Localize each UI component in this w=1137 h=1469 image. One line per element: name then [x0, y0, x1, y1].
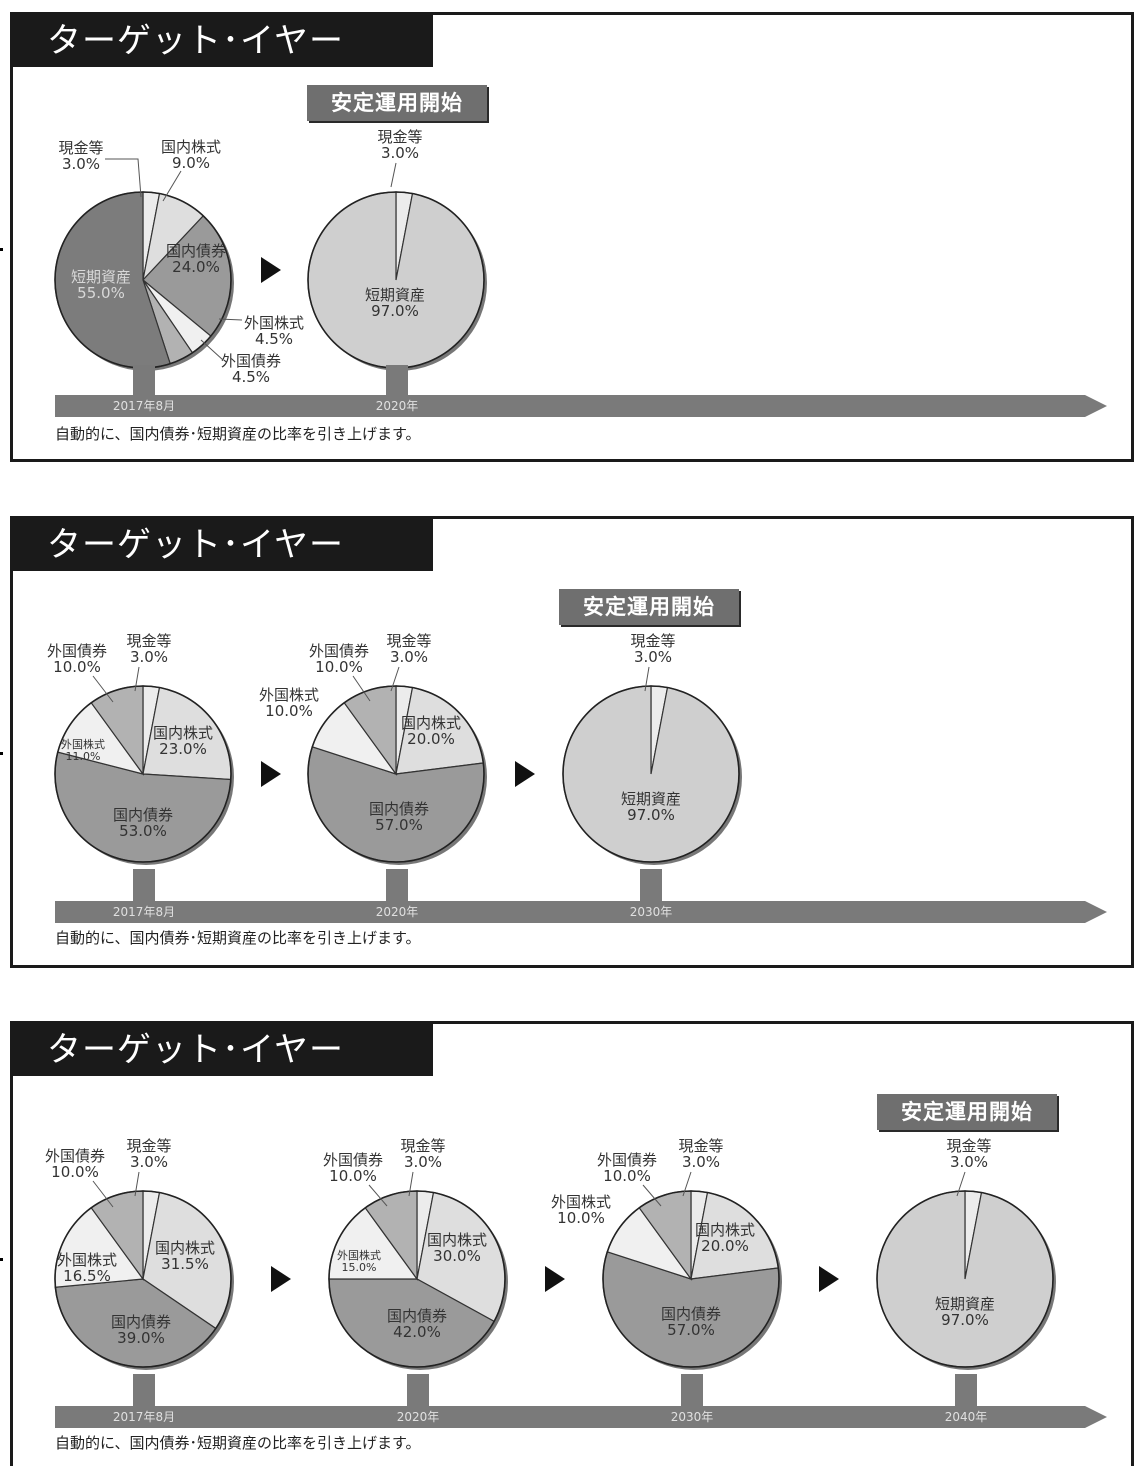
- timeline-year: 2020年: [396, 1410, 440, 1424]
- slice-label-foreign-bond: 外国債券 10.0%: [46, 642, 108, 676]
- timeline-marker: [681, 1374, 703, 1406]
- panel-target-2040: ターゲット･イヤー2040 安定運用開始 外国債券 10.0% 現金等 3.0% 国…: [10, 1021, 1134, 1466]
- stable-operation-badge: 安定運用開始: [559, 589, 739, 625]
- slice-label-foreign-bond: 外国債券 10.0%: [44, 1147, 106, 1181]
- stable-operation-badge: 安定運用開始: [307, 85, 487, 121]
- timeline-year: 2017年8月: [112, 1410, 176, 1424]
- pie-outline: [562, 685, 740, 863]
- slice-label-domestic-equity: 国内株式 9.0%: [160, 138, 222, 172]
- timeline-year: 2040年: [944, 1410, 988, 1424]
- timeline-marker: [386, 365, 408, 397]
- timeline-marker: [133, 365, 155, 397]
- slice-label-short-term: 短期資産 97.0%: [364, 286, 426, 320]
- pie-chart: [54, 685, 234, 865]
- next-arrow-icon: [545, 1266, 565, 1292]
- slice-label-domestic-equity: 国内株式 30.0%: [426, 1231, 488, 1265]
- panel-title: ターゲット･イヤー2030: [13, 519, 433, 617]
- timeline-year: 2020年: [375, 905, 419, 919]
- timeline-marker: [133, 869, 155, 901]
- slice-label-domestic-bond: 国内債券 53.0%: [112, 806, 174, 840]
- slice-label-cash: 現金等 3.0%: [377, 128, 423, 162]
- edge-mark: [0, 248, 3, 251]
- timeline-arrow: [55, 1406, 1107, 1428]
- pie-chart: [54, 1190, 234, 1370]
- leader-lines: [92, 1171, 966, 1208]
- timeline-arrow: [55, 395, 1107, 417]
- pie-outline: [602, 1190, 780, 1368]
- slice-label-cash: 現金等 3.0%: [946, 1137, 992, 1171]
- slice-label-domestic-equity: 国内株式 20.0%: [694, 1221, 756, 1255]
- timeline-marker: [386, 869, 408, 901]
- leader-lines: [105, 158, 397, 361]
- timeline-marker: [133, 1374, 155, 1406]
- slice-label-short-term: 短期資産 55.0%: [70, 268, 132, 302]
- pie-outline: [54, 1190, 232, 1368]
- caption: 自動的に、国内債券･短期資産の比率を引き上げます。: [55, 425, 421, 443]
- slice-label-foreign-equity: 外国株式 10.0%: [258, 686, 320, 720]
- slice-label-domestic-bond: 国内債券 39.0%: [110, 1313, 172, 1347]
- slice-label-cash: 現金等 3.0%: [58, 139, 104, 173]
- slice-label-foreign-bond: 外国債券 4.5%: [220, 352, 282, 386]
- panel-title: ターゲット･イヤー2040: [13, 1024, 433, 1122]
- panel-title: ターゲット･イヤー2020: [13, 15, 433, 113]
- pie-outline: [876, 1190, 1054, 1368]
- edge-mark: [0, 1258, 3, 1261]
- stable-operation-badge: 安定運用開始: [877, 1094, 1057, 1130]
- slice-label-domestic-bond: 国内債券 57.0%: [660, 1305, 722, 1339]
- panel-target-2030: ターゲット･イヤー2030 安定運用開始 外国債券 10.0% 現金等 3.0% 国…: [10, 516, 1134, 968]
- slice-label-foreign-equity: 外国株式 15.0%: [337, 1249, 381, 1274]
- slice-label-domestic-bond: 国内債券 24.0%: [165, 242, 227, 276]
- panel-target-2020: ターゲット･イヤー2020 安定運用開始 現金等 3.0% 国内株式 9.0% 国内…: [10, 12, 1134, 462]
- timeline-marker: [640, 869, 662, 901]
- next-arrow-icon: [261, 257, 281, 283]
- slice-label-cash: 現金等 3.0%: [126, 632, 172, 666]
- next-arrow-icon: [261, 761, 281, 787]
- pie-outline: [328, 1190, 506, 1368]
- slice-label-short-term: 短期資産 97.0%: [934, 1295, 996, 1329]
- slice-label-domestic-bond: 国内債券 42.0%: [386, 1307, 448, 1341]
- next-arrow-icon: [271, 1266, 291, 1292]
- edge-mark: [0, 752, 3, 755]
- slice-label-foreign-equity: 外国株式 11.0%: [61, 738, 105, 763]
- slice-label-cash: 現金等 3.0%: [400, 1137, 446, 1171]
- slice-label-domestic-equity: 国内株式 31.5%: [154, 1239, 216, 1273]
- slice-label-foreign-equity: 外国株式 4.5%: [243, 314, 305, 348]
- timeline-year: 2030年: [670, 1410, 714, 1424]
- slice-label-short-term: 短期資産 97.0%: [620, 790, 682, 824]
- slice-label-domestic-equity: 国内株式 20.0%: [400, 714, 462, 748]
- pie-chart: [562, 685, 742, 865]
- pie-chart: [876, 1190, 1056, 1370]
- slice-label-foreign-bond: 外国債券 10.0%: [308, 642, 370, 676]
- timeline-arrow: [55, 901, 1107, 923]
- timeline-marker: [955, 1374, 977, 1406]
- next-arrow-icon: [819, 1266, 839, 1292]
- leader-lines: [92, 666, 650, 703]
- slice-label-cash: 現金等 3.0%: [126, 1137, 172, 1171]
- timeline-year: 2017年8月: [112, 905, 176, 919]
- caption: 自動的に、国内債券･短期資産の比率を引き上げます。: [55, 929, 421, 947]
- slice-label-cash: 現金等 3.0%: [386, 632, 432, 666]
- slice-label-foreign-bond: 外国債券 10.0%: [322, 1151, 384, 1185]
- pie-chart: [602, 1190, 782, 1370]
- timeline-year: 2020年: [375, 399, 419, 413]
- pie-chart: [307, 685, 487, 865]
- pie-outline: [54, 685, 232, 863]
- slice-label-foreign-equity: 外国株式 16.5%: [56, 1251, 118, 1285]
- slice-label-domestic-bond: 国内債券 57.0%: [368, 800, 430, 834]
- timeline-year: 2017年8月: [112, 399, 176, 413]
- pie-chart: [328, 1190, 508, 1370]
- slice-label-cash: 現金等 3.0%: [678, 1137, 724, 1171]
- timeline-year: 2030年: [629, 905, 673, 919]
- next-arrow-icon: [515, 761, 535, 787]
- slice-label-foreign-bond: 外国債券 10.0%: [596, 1151, 658, 1185]
- timeline-marker: [407, 1374, 429, 1406]
- pie-chart: [54, 191, 234, 371]
- caption: 自動的に、国内債券･短期資産の比率を引き上げます。: [55, 1434, 421, 1452]
- slice-label-foreign-equity: 外国株式 10.0%: [550, 1193, 612, 1227]
- pie-chart: [307, 191, 487, 371]
- slice-label-domestic-equity: 国内株式 23.0%: [152, 724, 214, 758]
- slice-label-cash: 現金等 3.0%: [630, 632, 676, 666]
- pie-outline: [307, 685, 485, 863]
